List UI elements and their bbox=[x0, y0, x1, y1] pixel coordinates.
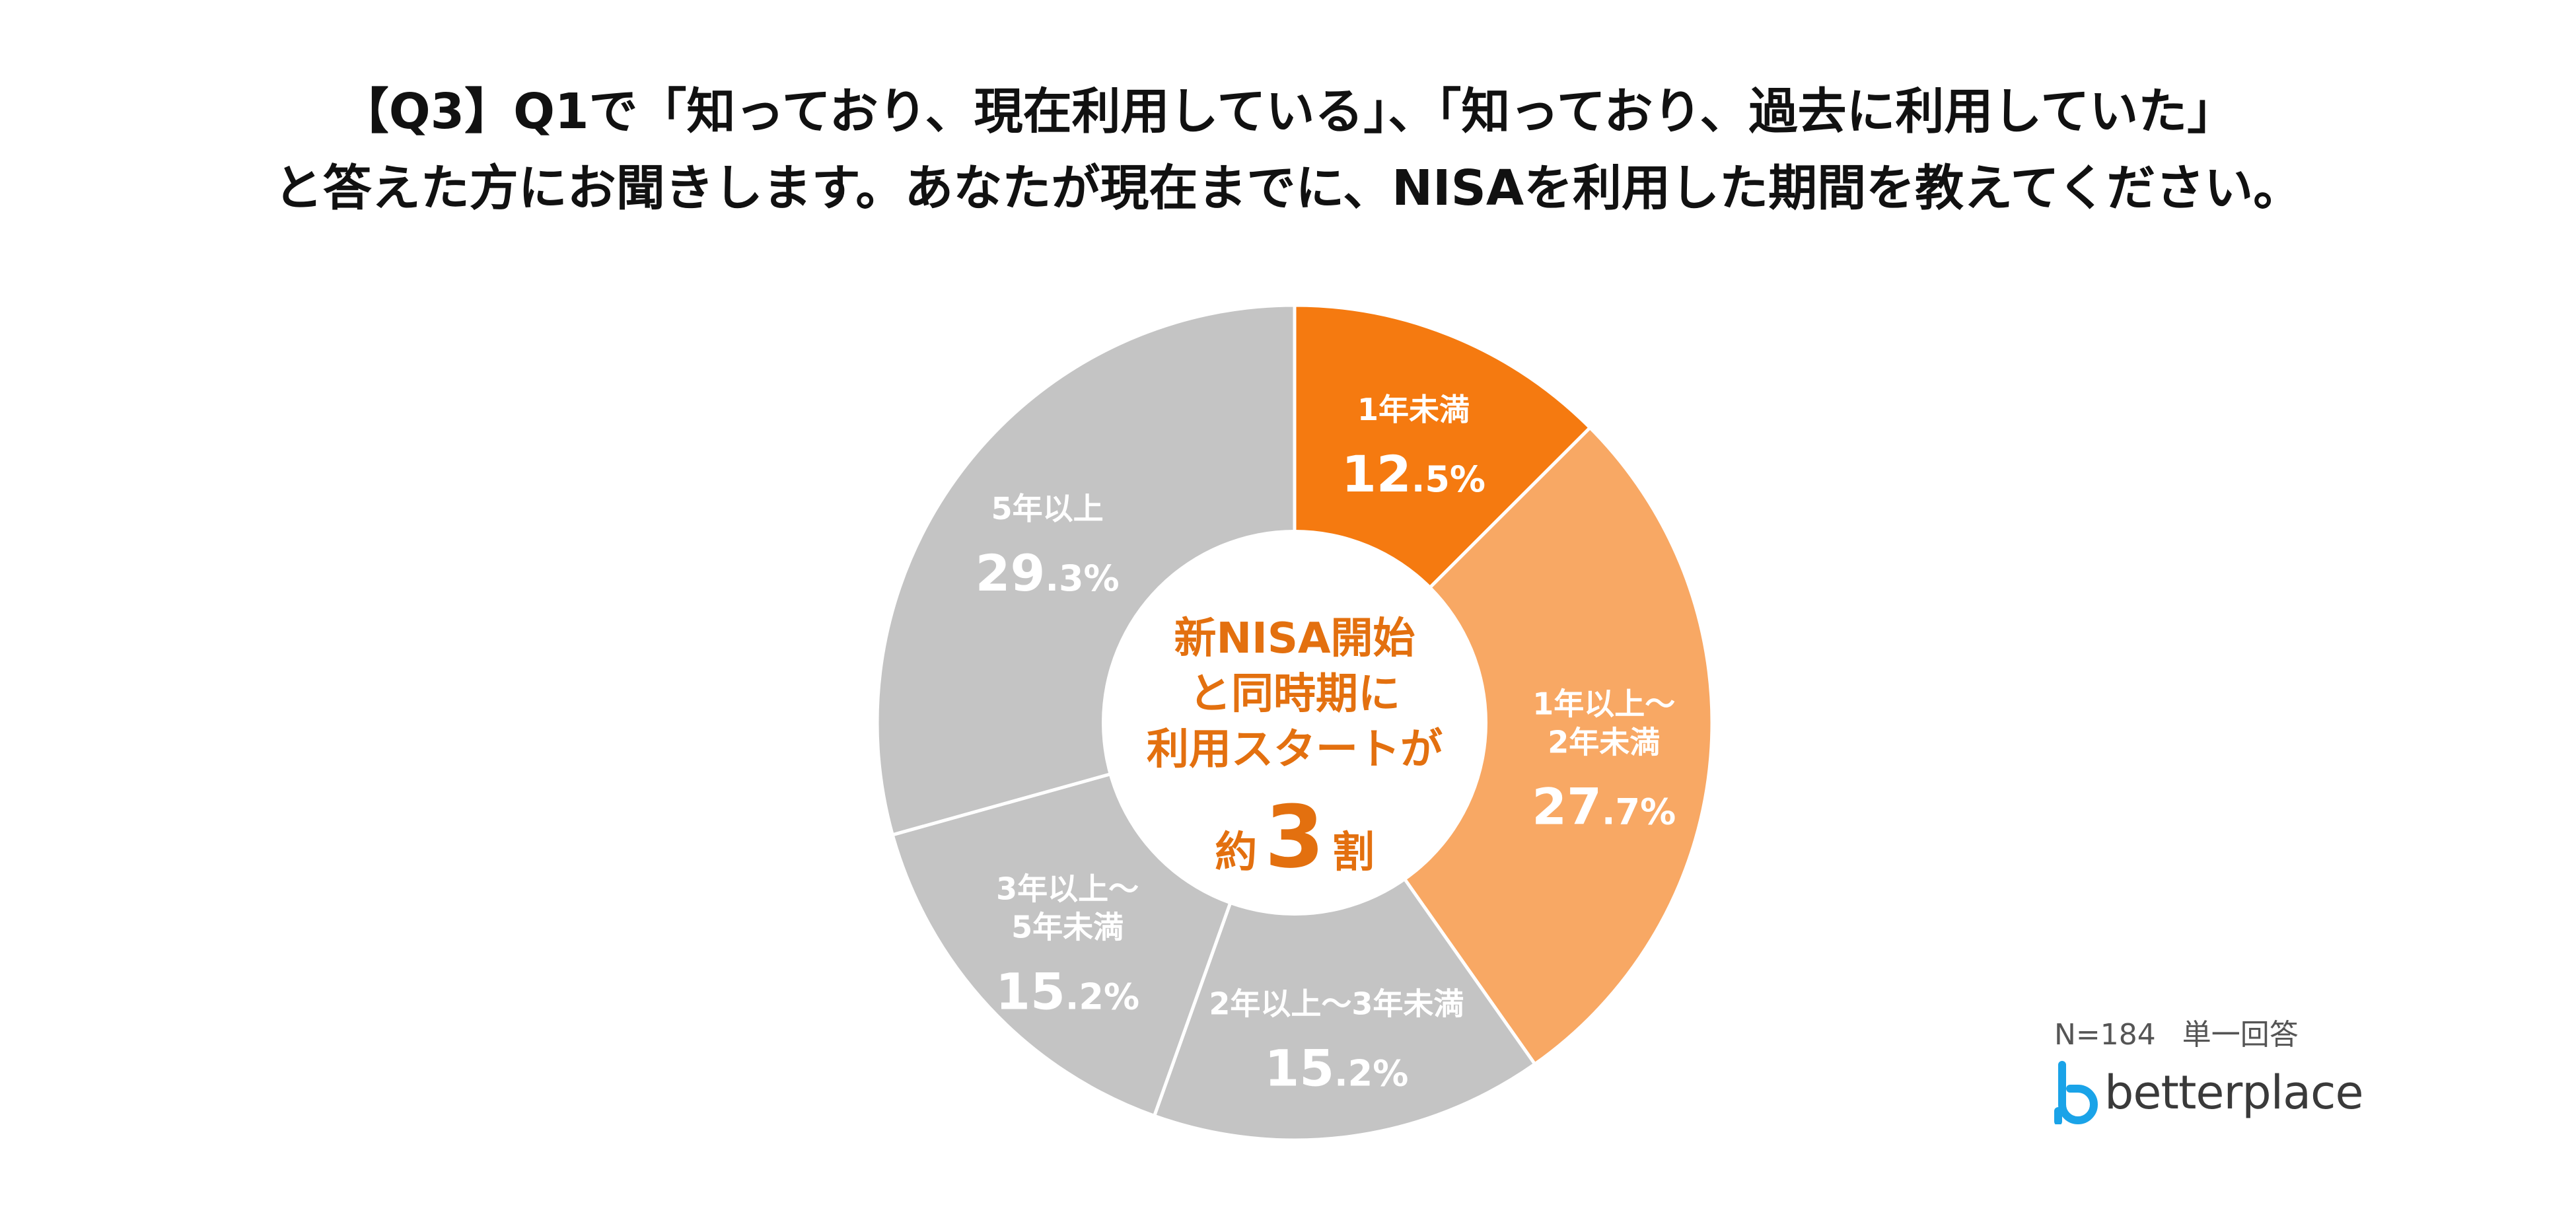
slice-0-value: 12.5% bbox=[1342, 445, 1485, 503]
slice-labels: 1年未満 12.5% 1年以上～2年未満 27.7% 2年以上～3年未満 15.2% 3年以… bbox=[976, 392, 1676, 1098]
center-emphasis: 約 3 割 bbox=[1215, 787, 1375, 887]
brand-name: betterplace bbox=[2104, 1066, 2364, 1120]
donut-hole bbox=[1102, 530, 1487, 916]
chart-title-line1: 【Q3】Q1で「知っており、現在利用している」、「知っており、過去に利用していた… bbox=[340, 83, 2236, 140]
center-text-line1: 新NISA開始 bbox=[1174, 614, 1415, 663]
sample-size: N=184 bbox=[2054, 1018, 2156, 1052]
slice-3-label-line1: 3年以上～ bbox=[996, 871, 1139, 906]
brand-logo: betterplace bbox=[2053, 1060, 2364, 1126]
center-emphasis-suffix: 割 bbox=[1332, 828, 1375, 877]
center-text-line2: と同時期に bbox=[1189, 670, 1400, 719]
slice-2-value: 15.2% bbox=[1264, 1039, 1408, 1098]
slice-0-label-line1: 1年未満 bbox=[1357, 392, 1470, 427]
center-annotation: 新NISA開始 と同時期に 利用スタートが 約 3 割 bbox=[1147, 614, 1443, 887]
betterplace-logo-icon bbox=[2054, 1061, 2098, 1124]
slice-3-value: 15.2% bbox=[995, 962, 1139, 1021]
slice-4-label-line1: 5年以上 bbox=[991, 491, 1104, 526]
chart-title-line2: と答えた方にお聞きします。あなたが現在までに、NISAを利用した期間を教えてくだ… bbox=[273, 160, 2303, 217]
slice-1-label-line1: 1年以上～ bbox=[1532, 686, 1675, 722]
footnote: N=184 単一回答 bbox=[2054, 1011, 2345, 1053]
slice-1 bbox=[1292, 425, 1714, 1067]
slice-2-label-line1: 2年以上～3年未満 bbox=[1209, 986, 1464, 1022]
slice-4-value: 29.3% bbox=[976, 544, 1120, 602]
center-text-line3: 利用スタートが bbox=[1147, 725, 1443, 774]
slice-3-label-line2: 5年未満 bbox=[1011, 909, 1124, 945]
slice-2 bbox=[1152, 719, 1538, 1142]
center-emphasis-prefix: 約 bbox=[1215, 828, 1257, 877]
slice-1-label-line2: 2年未満 bbox=[1548, 725, 1660, 760]
center-emphasis-number: 3 bbox=[1265, 787, 1324, 887]
slice-1-value: 27.7% bbox=[1532, 778, 1676, 836]
answer-type: 単一回答 bbox=[2182, 1018, 2299, 1052]
